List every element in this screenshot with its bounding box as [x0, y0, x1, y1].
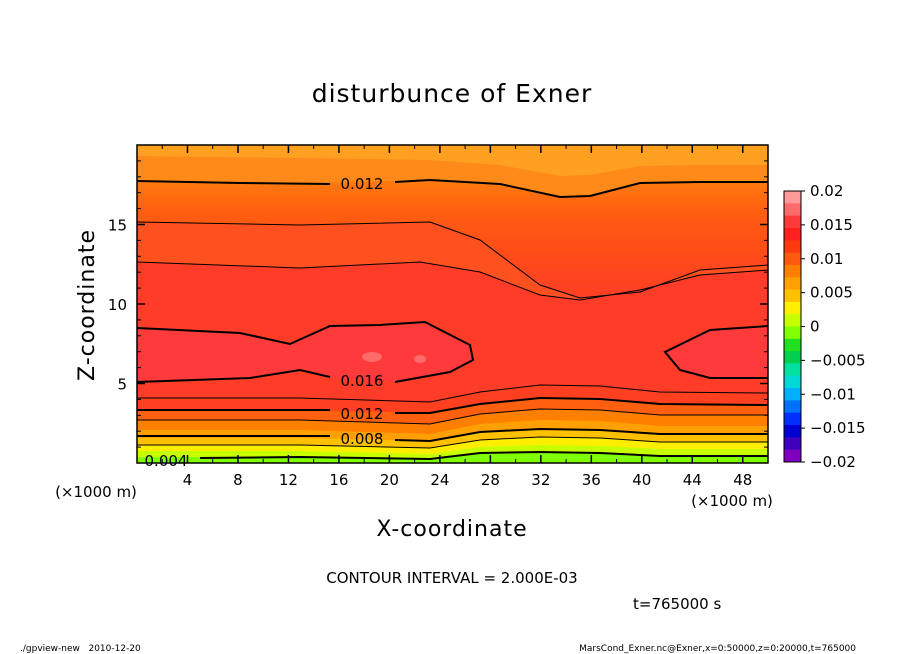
colorbar-segment: [784, 289, 801, 303]
x-tick-label: 40: [632, 471, 651, 489]
x-tick-label: 12: [279, 471, 298, 489]
colorbar-segment: [784, 351, 801, 364]
contour-0.012-low: [137, 396, 768, 414]
colorbar-segment: [784, 437, 801, 451]
x-tick-label: 16: [329, 471, 348, 489]
y-tick-label: 10: [108, 296, 127, 314]
contour-0.012-top: [137, 178, 768, 199]
band-0.016-right: [665, 326, 768, 378]
y-axis: 5 10 15: [108, 160, 768, 448]
x-tick-label: 32: [531, 471, 550, 489]
contour-0.017: [137, 384, 768, 403]
band-0.004: [137, 452, 768, 463]
colorbar-segment: [784, 191, 801, 204]
colorbar-segment: [784, 412, 801, 426]
colorbar-segment: [784, 425, 801, 438]
x-tick-label: 48: [733, 471, 752, 489]
contour-lines: [137, 178, 768, 461]
colorbar-segment: [784, 375, 801, 389]
band-0.018-blob2: [414, 355, 426, 363]
colorbar-tick-label: −0.005: [810, 351, 866, 369]
plot-area: [137, 145, 768, 463]
colorbar-segment: [784, 203, 801, 217]
band-0.016-left: [137, 322, 473, 382]
colorbar-tick-label: 0: [810, 318, 820, 336]
contour-label: 0.016: [341, 372, 384, 390]
colorbar-segment: [784, 400, 801, 414]
contour-label: 0.004: [145, 452, 188, 470]
colorbar-segment: [784, 301, 801, 315]
colorbar-segment: [784, 252, 801, 266]
x-tick-label: 36: [582, 471, 601, 489]
colorbar-tick-label: 0.01: [810, 250, 843, 268]
colorbar-segment: [784, 449, 801, 463]
x-axis-label: X-coordinate: [376, 517, 527, 542]
y-axis-label: Z-coordinate: [75, 229, 100, 381]
contour-0.015: [137, 261, 768, 301]
x-axis-unit: (×1000 m): [691, 492, 773, 510]
contour-label: 0.012: [341, 175, 384, 193]
colorbar-tick-label: −0.02: [810, 453, 856, 471]
x-tick-label: 4: [183, 471, 193, 489]
x-axis: 4 8 12 16 20 24 28 32 36 40 44 48: [161, 145, 752, 489]
footer-left-note: ./gpview-new 2010-12-20: [20, 644, 141, 654]
colorbar-segment: [784, 277, 801, 291]
colorbar-segment: [784, 363, 801, 377]
contour-0.016-right: [663, 325, 768, 379]
colorbar-segment: [784, 227, 801, 241]
colorbar-tick-label: −0.015: [810, 419, 866, 437]
colorbar-tick-label: 0.005: [810, 284, 853, 302]
colorbar-tick-label: 0.02: [810, 182, 843, 200]
contour-0.006: [137, 436, 768, 449]
colorbar-segment: [784, 388, 801, 401]
chart-title: disturbunce of Exner: [312, 79, 593, 108]
band-0.011-top: [137, 145, 768, 176]
contour-0.016-left: [137, 320, 475, 383]
x-tick-label: 20: [380, 471, 399, 489]
colorbar-segment: [784, 240, 801, 254]
contour-label: 0.012: [341, 405, 384, 423]
colorbar: [784, 191, 801, 463]
colorbar-tick-label: 0.015: [810, 216, 853, 234]
y-tick-label: 15: [108, 217, 127, 235]
y-tick-label: 5: [117, 376, 127, 394]
y-axis-unit: (×1000 m): [55, 483, 137, 501]
contour-labels: 0.012 0.016 0.012 0.008 0.004: [145, 175, 384, 470]
colorbar-segment: [784, 338, 801, 352]
contour-label: 0.008: [341, 430, 384, 448]
x-tick-label: 44: [683, 471, 702, 489]
colorbar-segment: [784, 314, 801, 327]
x-tick-label: 24: [430, 471, 449, 489]
time-text: t=765000 s: [633, 595, 721, 613]
footer-right-note: MarsCond_Exner.nc@Exner,x=0:50000,z=0:20…: [579, 644, 856, 654]
colorbar-segment: [784, 326, 801, 340]
colorbar-segment: [784, 215, 801, 229]
contour-0.010: [137, 408, 768, 425]
contour-0.014: [137, 221, 768, 299]
colorbar-tick-label: −0.01: [810, 385, 856, 403]
colorbar-ticks: 0.02 0.015 0.01 0.005 0 −0.005 −0.01 −0.015 −0.0…: [801, 182, 866, 471]
x-tick-label: 28: [481, 471, 500, 489]
contour-interval-text: CONTOUR INTERVAL = 2.000E-03: [326, 569, 577, 587]
colorbar-segment: [784, 264, 801, 278]
contour-0.004: [199, 450, 768, 461]
x-tick-label: 8: [233, 471, 243, 489]
contour-0.008: [137, 427, 768, 443]
band-0.018-blob: [362, 352, 382, 362]
